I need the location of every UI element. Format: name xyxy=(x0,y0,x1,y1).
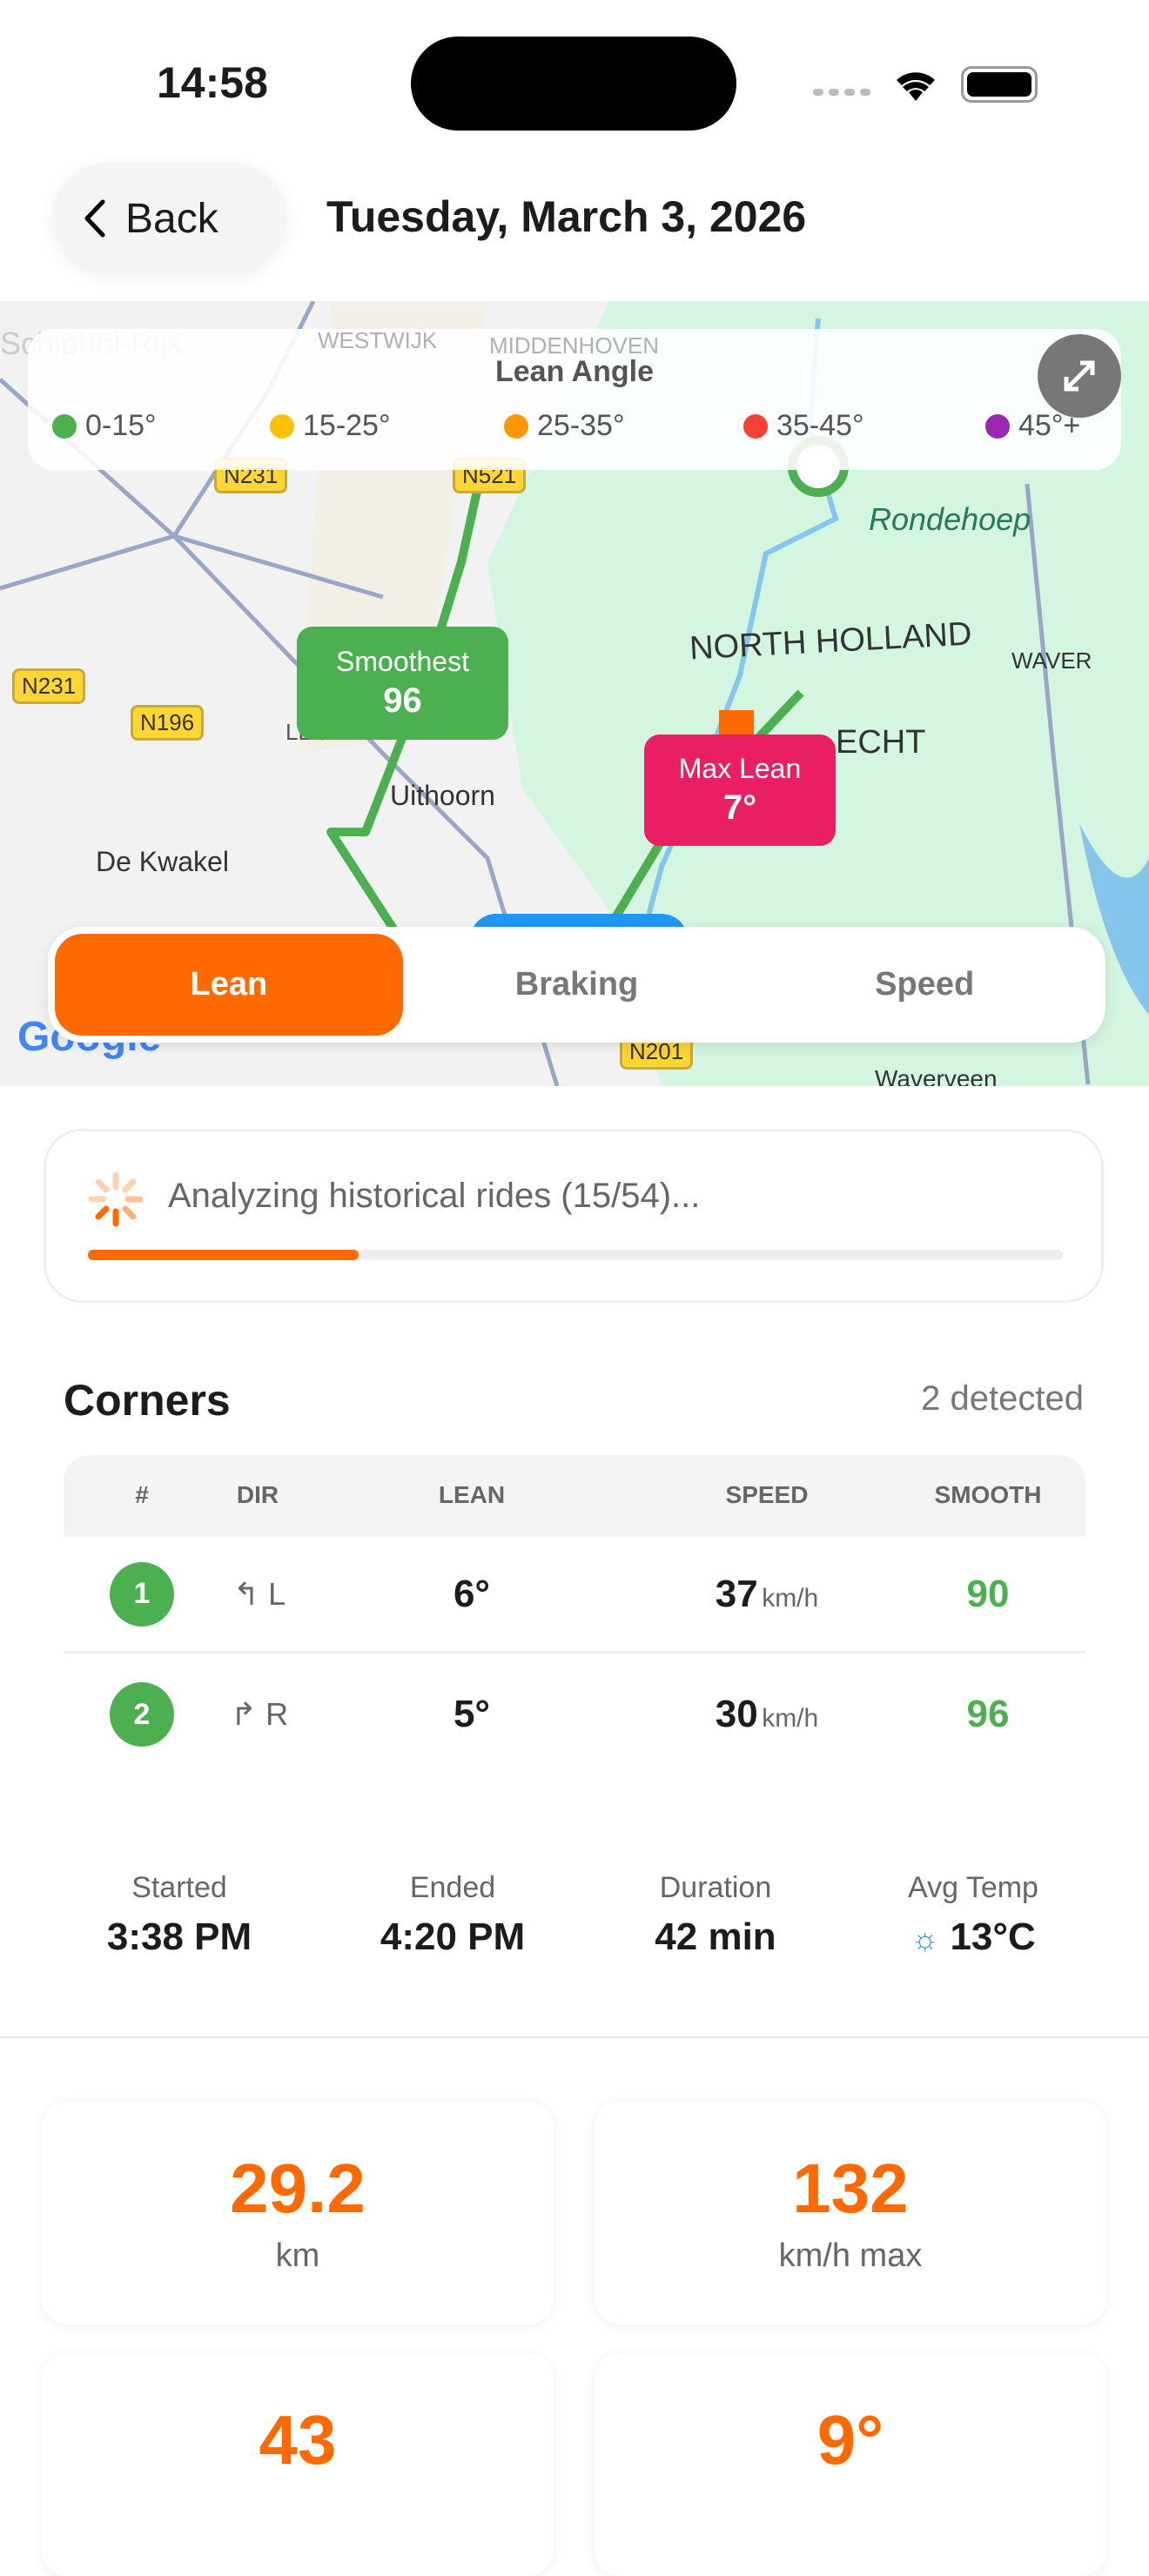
legend-item: 0-15° xyxy=(52,409,157,443)
corners-count: 2 detected xyxy=(921,1379,1084,1418)
lean-cell: 5° xyxy=(453,1693,491,1735)
tab-braking[interactable]: Braking xyxy=(514,966,639,1003)
road-sign: N196 xyxy=(131,705,205,741)
table-row[interactable]: 2 ↱ R 5° 30 km/h 96 xyxy=(64,1656,1085,1773)
map-place-label: Waverveen xyxy=(875,1065,998,1086)
corners-title: Corners xyxy=(64,1376,231,1425)
smooth-cell: 96 xyxy=(966,1693,1010,1735)
smoothest-marker[interactable]: Smoothest 96 xyxy=(297,627,508,740)
expand-map-button[interactable] xyxy=(1038,334,1121,418)
page-title: Tuesday, March 3, 2026 xyxy=(326,192,807,241)
sun-icon: ☼ xyxy=(910,1921,940,1956)
map-place-label: Rondehoep xyxy=(869,501,1031,537)
max-lean-marker[interactable]: Max Lean 7° xyxy=(644,735,836,846)
stat-card-max-speed: 132 km/h max xyxy=(595,2102,1106,2324)
back-label: Back xyxy=(125,195,218,242)
direction-cell: ↱ R xyxy=(230,1696,289,1732)
legend-item: 25-35° xyxy=(504,409,625,443)
dynamic-island xyxy=(411,37,736,131)
legend-title: Lean Angle xyxy=(495,355,654,388)
map-place-label: De Kwakel xyxy=(96,846,229,877)
tab-lean[interactable]: Lean xyxy=(55,934,403,1036)
column-header: # xyxy=(135,1481,149,1508)
map-place-label: WESTWIJK xyxy=(318,327,438,353)
column-header: DIR xyxy=(236,1481,279,1508)
legend-dot xyxy=(743,413,768,439)
turn-left-icon: ↰ xyxy=(232,1575,260,1612)
map-place-label: Uithoorn xyxy=(390,780,495,811)
direction-cell: ↰ L xyxy=(232,1575,286,1612)
progress-text: Analyzing historical rides (15/54)... xyxy=(168,1177,701,1215)
stat-card-distance: 29.2 km xyxy=(42,2102,554,2324)
legend-item: 35-45° xyxy=(743,409,864,443)
smooth-cell: 90 xyxy=(966,1572,1010,1615)
table-row[interactable]: 1 ↰ L 6° 37 km/h 90 xyxy=(64,1537,1085,1654)
turn-right-icon: ↱ xyxy=(230,1696,258,1732)
speed-cell: 37 km/h xyxy=(715,1572,819,1615)
battery-icon xyxy=(961,66,1038,103)
map-place-label: ECHT xyxy=(836,724,926,761)
map-place-label: MIDDENHOVEN xyxy=(489,332,660,359)
legend-dot xyxy=(985,413,1010,439)
metric-segmented-control[interactable]: Lean Braking Speed xyxy=(48,927,1105,1043)
stat-ended: Ended 4:20 PM xyxy=(380,1871,526,1958)
chevron-left-icon xyxy=(84,199,105,238)
column-header: LEAN xyxy=(438,1481,506,1508)
progress-bar xyxy=(88,1250,1063,1260)
road-sign: N231 xyxy=(12,668,86,704)
expand-icon xyxy=(1064,360,1095,392)
status-time: 14:58 xyxy=(157,58,268,107)
divider xyxy=(0,2036,1149,2038)
lean-legend: Lean Angle 0-15° 15-25° 25-35° 35-45° 45… xyxy=(28,329,1121,470)
map-place-label: WAVER xyxy=(1011,647,1092,674)
stat-duration: Duration 42 min xyxy=(655,1871,776,1958)
corners-table-header: # DIR LEAN SPEED SMOOTH xyxy=(64,1455,1085,1537)
back-button[interactable]: Back xyxy=(52,163,287,274)
progress-fill xyxy=(88,1250,359,1260)
stat-avg-temp: Avg Temp ☼ 13°C xyxy=(908,1871,1038,1958)
stat-started: Started 3:38 PM xyxy=(106,1871,252,1958)
wifi-icon xyxy=(897,72,935,101)
legend-dot xyxy=(52,413,77,439)
route-map[interactable]: Schiphol-Rijk Rondehoep NORTH HOLLAND WA… xyxy=(0,301,1149,1086)
legend-dot xyxy=(504,413,528,439)
analysis-progress-card: Analyzing historical rides (15/54)... xyxy=(44,1129,1104,1303)
tab-speed[interactable]: Speed xyxy=(875,966,975,1003)
legend-dot xyxy=(270,413,294,439)
corner-number: 1 xyxy=(110,1561,174,1627)
column-header: SMOOTH xyxy=(934,1481,1042,1508)
corner-number: 2 xyxy=(110,1682,174,1747)
speed-cell: 30 km/h xyxy=(715,1693,819,1735)
lean-cell: 6° xyxy=(453,1572,491,1615)
stat-card-max-lean: 9° xyxy=(595,2353,1106,2576)
stat-card: 43 xyxy=(42,2353,554,2576)
spinner-icon xyxy=(88,1171,144,1227)
legend-item: 15-25° xyxy=(270,409,391,443)
column-header: SPEED xyxy=(725,1481,809,1508)
signal-icon xyxy=(813,89,870,96)
